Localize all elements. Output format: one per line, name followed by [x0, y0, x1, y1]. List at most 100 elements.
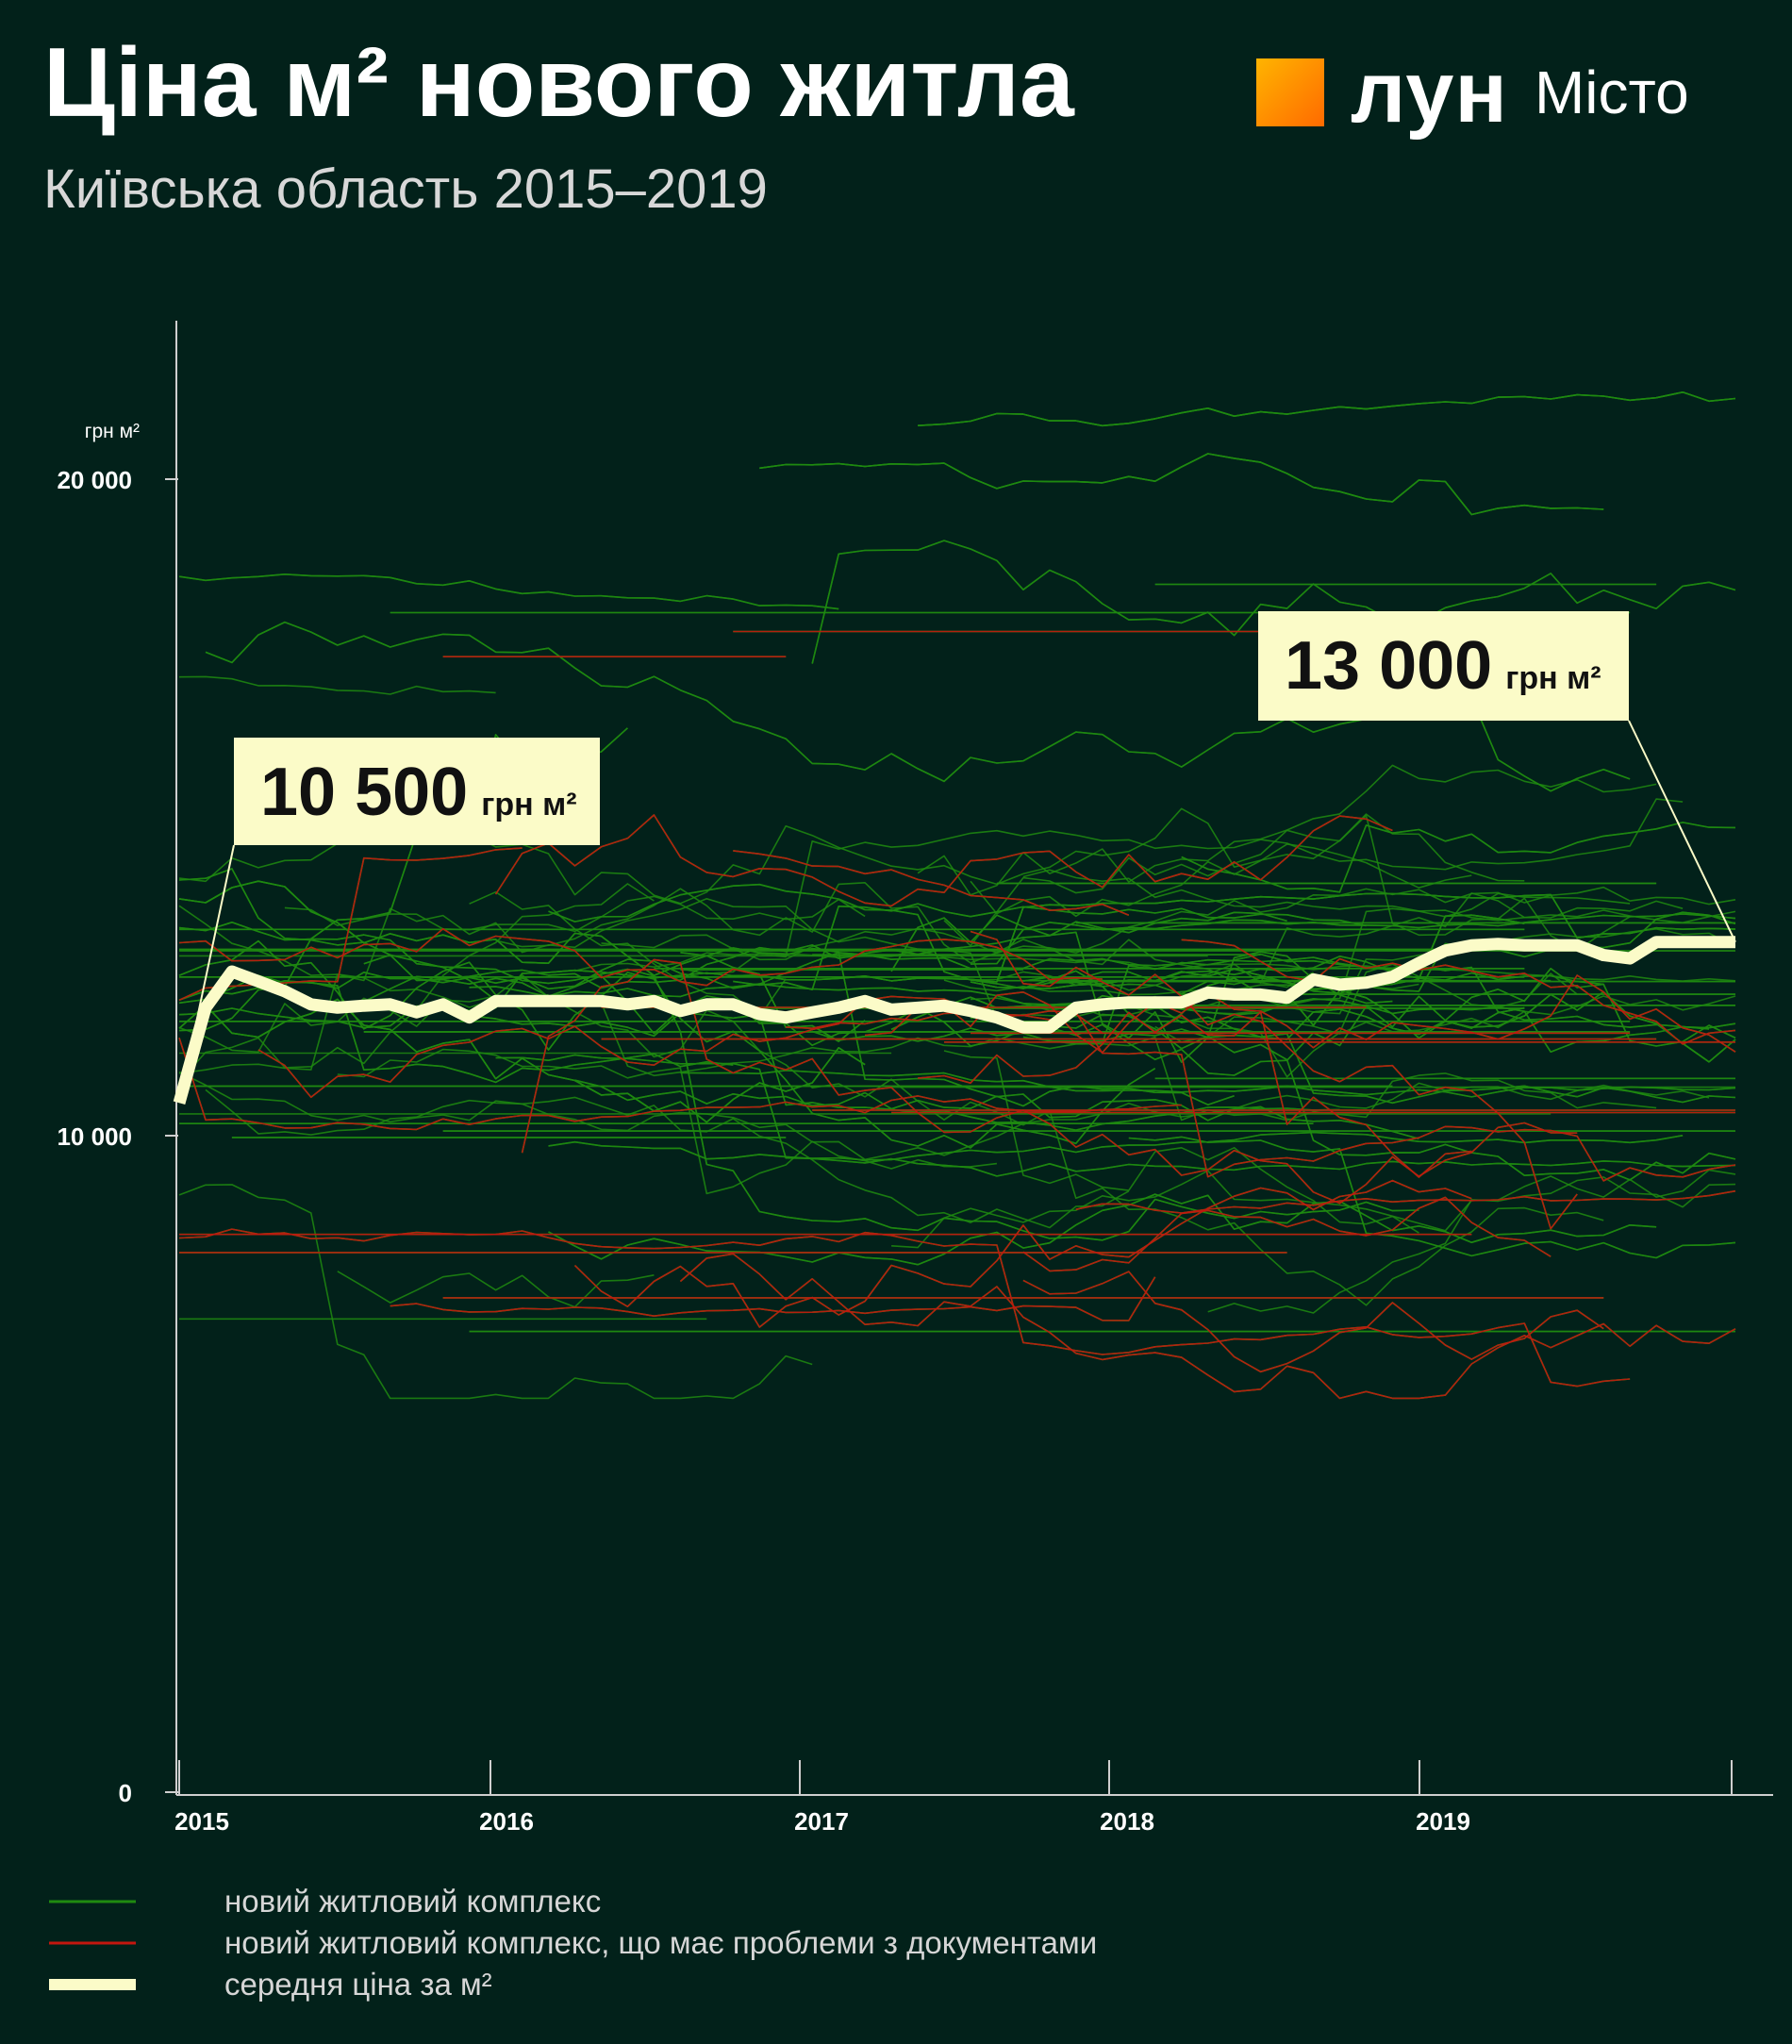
- complex-price-line: [1022, 1271, 1604, 1373]
- complex-price-line: [494, 814, 1393, 907]
- annotation-label: 10 500 грн м²: [260, 755, 577, 830]
- complex-price-line: [390, 1276, 1156, 1321]
- complex-price-line: [178, 973, 1657, 1122]
- annotation-unit: грн м²: [481, 787, 576, 823]
- chart-legend: новий житловий комплекс новий житловий к…: [49, 1881, 1097, 2005]
- x-tick-label: 2018: [1100, 1807, 1154, 1836]
- complex-price-line: [970, 892, 1684, 991]
- complex-price-line: [178, 675, 496, 695]
- complex-price-line: [786, 1010, 1736, 1182]
- brand-logo: лун Місто: [1256, 49, 1689, 136]
- complex-price-line: [970, 913, 1736, 965]
- complex-price-line: [548, 1140, 1736, 1177]
- legend-label-red: новий житловий комплекс, що має проблеми…: [224, 1925, 1098, 1960]
- annotation-layer: 10 500 грн м² 13 000 грн м²: [178, 611, 1736, 1104]
- complex-price-line: [337, 1271, 655, 1308]
- y-tick-label: 20 000: [57, 466, 132, 494]
- complex-price-line: [574, 1079, 1235, 1110]
- legend-label-green: новий житловий комплекс: [224, 1884, 602, 1919]
- complex-price-line: [1154, 995, 1736, 1043]
- complex-price-line: [679, 1253, 1736, 1400]
- complex-price-line: [1075, 1189, 1736, 1214]
- average-layer: [173, 936, 1735, 1105]
- complex-price-line: [1181, 939, 1736, 1045]
- annotation-value: 13 000: [1285, 628, 1492, 704]
- x-tick-label: 2017: [794, 1807, 849, 1836]
- complex-price-line: [363, 911, 1287, 1003]
- complex-price-line: [521, 958, 1578, 1205]
- chart-axes: 0 10 000 20 000 грн м² 2015 2016 2017 2018 2019: [57, 321, 1773, 1836]
- complex-price-line: [733, 850, 1130, 917]
- complex-price-line: [178, 880, 866, 1042]
- complex-price-line: [943, 1050, 1419, 1234]
- complex-lines: [178, 391, 1736, 1400]
- complex-price-line: [178, 1071, 1710, 1161]
- complex-price-line: [178, 1184, 813, 1400]
- complex-price-line: [573, 1179, 1472, 1328]
- complex-price-line: [759, 453, 1604, 516]
- annotation-box: [1258, 611, 1629, 721]
- complex-price-line: [680, 1070, 1736, 1098]
- complex-price-line: [970, 843, 1472, 918]
- annotation-label: 13 000 грн м²: [1285, 628, 1601, 704]
- complex-price-line: [1022, 1271, 1604, 1373]
- annotation-box: [234, 738, 600, 845]
- page-title: Ціна м² нового житла: [43, 28, 1074, 138]
- x-tick-label: 2016: [479, 1807, 534, 1836]
- annotation-leader-line: [1628, 720, 1736, 943]
- complex-price-line: [284, 895, 866, 933]
- complex-price-line: [811, 540, 1736, 664]
- complex-price-line: [178, 897, 1578, 1078]
- complex-price-line: [390, 1276, 1156, 1321]
- x-tick-label: 2019: [1416, 1807, 1470, 1836]
- complex-price-line: [759, 453, 1604, 516]
- complex-price-line: [943, 814, 1631, 952]
- complex-price-line: [891, 1169, 1736, 1249]
- annotation-leader-line: [178, 844, 235, 1104]
- legend-swatch-average: [49, 1979, 136, 1990]
- complex-price-line: [178, 927, 1103, 987]
- complex-price-line: [759, 453, 1604, 516]
- complex-price-line: [679, 1253, 1736, 1400]
- legend-item-green: новий житловий комплекс: [49, 1881, 1097, 1922]
- complex-price-line: [601, 886, 1736, 961]
- complex-price-line: [680, 947, 1419, 1140]
- complex-price-line: [178, 573, 839, 610]
- complex-price-line: [574, 798, 1684, 972]
- legend-swatch-red: [49, 1941, 136, 1945]
- complex-price-line: [1022, 1271, 1604, 1373]
- brand-suffix: Місто: [1534, 58, 1689, 126]
- complex-price-line: [970, 1013, 1736, 1181]
- logo-square-icon: [1256, 58, 1324, 126]
- legend-item-red: новий житловий комплекс, що має проблеми…: [49, 1922, 1097, 1964]
- legend-label-average: середня ціна за м²: [224, 1967, 492, 2002]
- complex-price-line: [205, 1088, 1130, 1229]
- complex-price-line: [469, 890, 787, 1018]
- complex-price-line: [865, 974, 1736, 1054]
- complex-price-line: [178, 1228, 1631, 1388]
- y-tick-label: 0: [119, 1779, 132, 1807]
- complex-price-line: [390, 1276, 1156, 1321]
- complex-price-line: [1181, 822, 1736, 893]
- legend-swatch-green: [49, 1900, 136, 1903]
- brand-name: лун: [1351, 44, 1508, 141]
- x-tick-label: 2015: [174, 1807, 229, 1836]
- complex-price-line: [178, 921, 1419, 1241]
- complex-price-line: [970, 930, 1578, 1230]
- complex-price-line: [811, 1027, 1736, 1105]
- complex-price-line: [495, 1054, 1684, 1161]
- legend-item-average: середня ціна за м²: [49, 1964, 1097, 2005]
- complex-price-line: [679, 1253, 1736, 1400]
- complex-price-line: [918, 1011, 1472, 1178]
- complex-price-line: [1022, 869, 1736, 924]
- annotation-unit: грн м²: [1505, 660, 1601, 696]
- page-subtitle: Київська область 2015–2019: [43, 158, 768, 220]
- complex-price-line: [178, 939, 1156, 1149]
- complex-price-line: [178, 998, 866, 1123]
- y-tick-label: 10 000: [57, 1122, 132, 1151]
- complex-price-line: [337, 1048, 997, 1195]
- complex-price-line: [178, 847, 523, 1002]
- complex-price-line: [918, 391, 1736, 427]
- y-unit-label: грн м²: [85, 421, 140, 442]
